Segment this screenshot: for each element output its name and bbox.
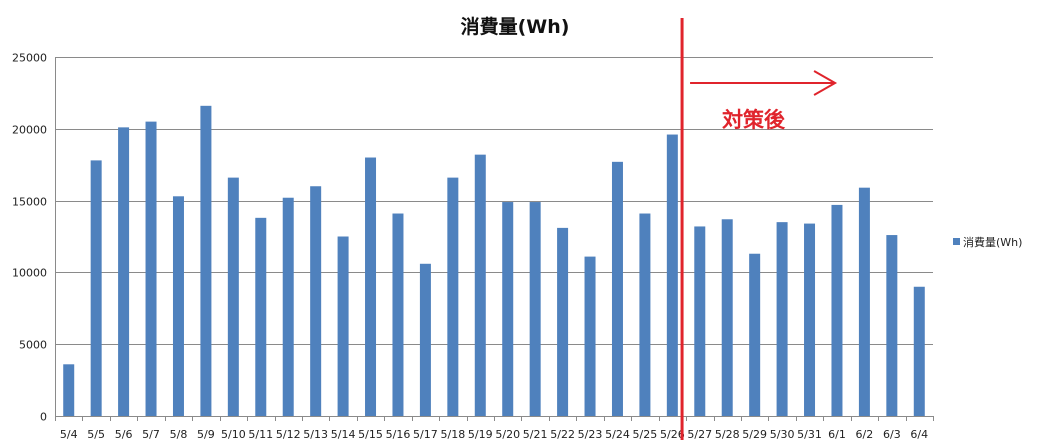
x-tick-label: 5/18 bbox=[440, 428, 465, 441]
legend: 消費量(Wh) bbox=[953, 235, 1022, 249]
x-tick-label: 5/16 bbox=[386, 428, 411, 441]
y-tick-label: 10000 bbox=[12, 267, 47, 280]
x-tick-label: 5/26 bbox=[660, 428, 685, 441]
bar-6-2 bbox=[858, 187, 870, 416]
bar-5-9 bbox=[200, 105, 212, 416]
x-tick-label: 5/4 bbox=[60, 428, 78, 441]
bar-5-20 bbox=[502, 202, 514, 416]
bar-6-1 bbox=[831, 204, 843, 416]
x-tick-label: 5/21 bbox=[523, 428, 548, 441]
bar-5-11 bbox=[255, 217, 267, 416]
x-tick-label: 5/12 bbox=[276, 428, 301, 441]
bar-5-16 bbox=[392, 213, 404, 416]
bar-5-17 bbox=[419, 263, 431, 416]
grid-lines bbox=[55, 57, 933, 345]
x-tick-label: 6/4 bbox=[910, 428, 928, 441]
x-tick-label: 5/5 bbox=[87, 428, 105, 441]
bar-5-7 bbox=[145, 121, 157, 417]
bar-5-27 bbox=[694, 226, 706, 416]
bar-5-4 bbox=[63, 364, 75, 416]
x-tick-label: 5/6 bbox=[115, 428, 133, 441]
bar-5-24 bbox=[611, 161, 623, 416]
bar-5-15 bbox=[365, 157, 377, 416]
x-tick-label: 6/2 bbox=[856, 428, 874, 441]
bar-series bbox=[63, 105, 925, 417]
x-tick-label: 5/13 bbox=[303, 428, 328, 441]
bar-5-12 bbox=[282, 197, 294, 416]
x-tick-label: 5/25 bbox=[633, 428, 658, 441]
bar-5-26 bbox=[666, 134, 678, 417]
x-tick-label: 5/28 bbox=[715, 428, 740, 441]
bar-5-19 bbox=[474, 154, 486, 416]
bar-5-18 bbox=[447, 177, 459, 416]
bar-5-30 bbox=[776, 222, 788, 416]
bar-5-21 bbox=[529, 202, 541, 416]
arrow-head bbox=[813, 70, 838, 96]
x-tick-label: 6/3 bbox=[883, 428, 901, 441]
bar-6-4 bbox=[913, 286, 925, 416]
bar-5-23 bbox=[584, 256, 596, 416]
x-tick-label: 5/22 bbox=[550, 428, 575, 441]
y-tick-labels: 0 5000 10000 15000 20000 25000 bbox=[12, 52, 47, 424]
x-tick-label: 5/7 bbox=[142, 428, 160, 441]
x-tick-label: 5/19 bbox=[468, 428, 493, 441]
x-tick-label: 5/9 bbox=[197, 428, 215, 441]
x-tick-label: 5/8 bbox=[170, 428, 188, 441]
x-tick-label: 5/17 bbox=[413, 428, 438, 441]
x-tick-label: 5/30 bbox=[770, 428, 795, 441]
y-tick-label: 25000 bbox=[12, 52, 47, 65]
legend-label: 消費量(Wh) bbox=[963, 235, 1022, 249]
x-tick-label: 5/15 bbox=[358, 428, 383, 441]
bar-5-29 bbox=[749, 253, 761, 416]
bar-5-10 bbox=[227, 177, 239, 416]
annotation-label: 対策後 bbox=[722, 108, 786, 132]
bar-5-8 bbox=[172, 196, 184, 416]
bar-5-28 bbox=[721, 219, 733, 416]
axes bbox=[55, 57, 934, 421]
x-tick-label: 5/10 bbox=[221, 428, 246, 441]
legend-swatch bbox=[953, 238, 960, 245]
bar-5-6 bbox=[118, 127, 130, 417]
y-tick-label: 15000 bbox=[12, 196, 47, 209]
y-tick-label: 0 bbox=[40, 411, 47, 424]
x-tick-label: 6/1 bbox=[828, 428, 846, 441]
chart-title: 消費量(Wh) bbox=[461, 15, 570, 38]
x-tick-label: 5/27 bbox=[687, 428, 712, 441]
bar-5-25 bbox=[639, 213, 651, 416]
bar-5-31 bbox=[804, 223, 816, 416]
x-tick-label: 5/24 bbox=[605, 428, 630, 441]
y-tick-label: 5000 bbox=[19, 339, 47, 352]
x-tick-label: 5/11 bbox=[248, 428, 273, 441]
x-tick-label: 5/29 bbox=[742, 428, 767, 441]
bar-5-14 bbox=[337, 236, 349, 416]
bar-5-5 bbox=[90, 160, 102, 416]
x-tick-label: 5/31 bbox=[797, 428, 822, 441]
x-tick-labels: 5/4 5/5 5/6 5/7 5/8 5/9 5/10 5/11 5/12 5/13 5/14 5/… bbox=[60, 428, 928, 441]
bar-5-22 bbox=[557, 227, 569, 416]
x-tick-label: 5/23 bbox=[578, 428, 603, 441]
x-tick-label: 5/20 bbox=[495, 428, 520, 441]
bar-5-13 bbox=[310, 186, 322, 416]
x-tick-label: 5/14 bbox=[331, 428, 356, 441]
annotation: 対策後 bbox=[680, 18, 838, 440]
y-tick-label: 20000 bbox=[12, 124, 47, 137]
bar-6-3 bbox=[886, 235, 898, 416]
